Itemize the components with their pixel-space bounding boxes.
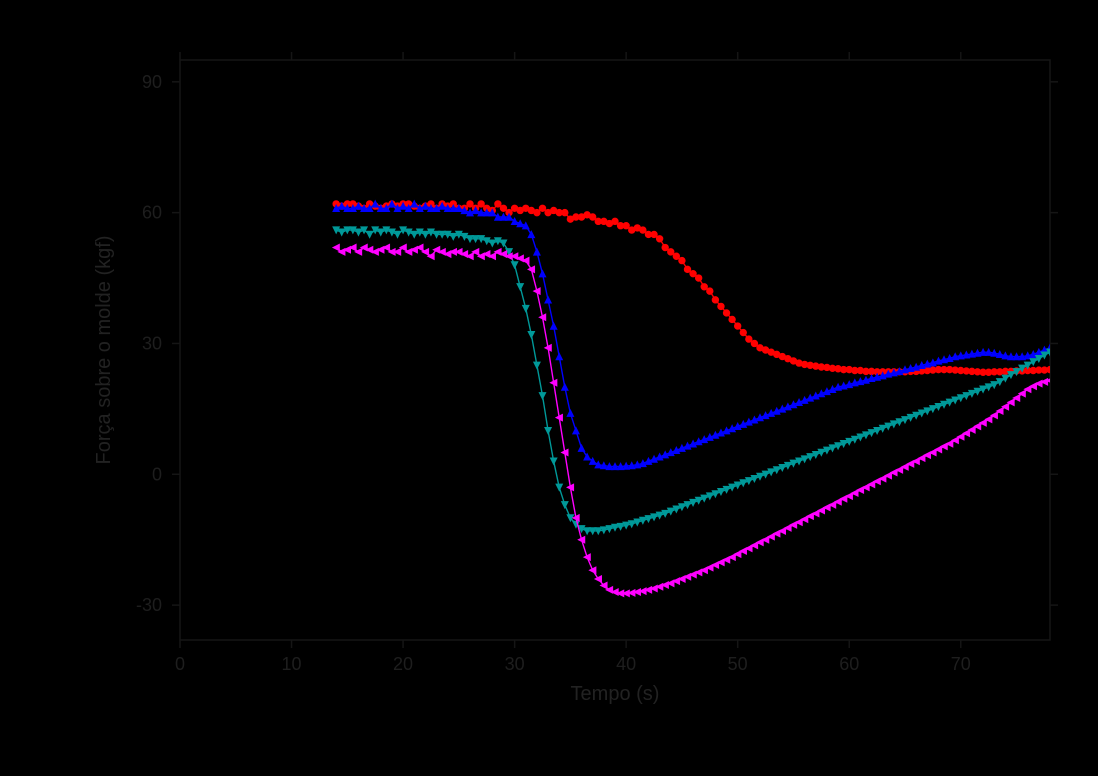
y-tick-label: 60 (142, 203, 162, 223)
x-tick-label: 20 (393, 654, 413, 674)
y-axis-label: Força sobre o molde (kgf) (93, 236, 115, 465)
x-tick-label: 50 (728, 654, 748, 674)
y-tick-label: 30 (142, 333, 162, 353)
x-axis-label: Tempo (s) (571, 683, 660, 705)
x-tick-label: 10 (282, 654, 302, 674)
x-tick-label: 40 (616, 654, 636, 674)
x-tick-label: 0 (175, 654, 185, 674)
y-tick-label: -30 (136, 595, 162, 615)
x-tick-label: 70 (951, 654, 971, 674)
y-tick-label: 90 (142, 72, 162, 92)
x-tick-label: 60 (839, 654, 859, 674)
y-tick-label: 0 (152, 464, 162, 484)
x-tick-label: 30 (505, 654, 525, 674)
line-chart: 0 10 20 30 40 50 60 70 -30 0 30 60 90 Tempo (s) Força … (0, 0, 1098, 771)
